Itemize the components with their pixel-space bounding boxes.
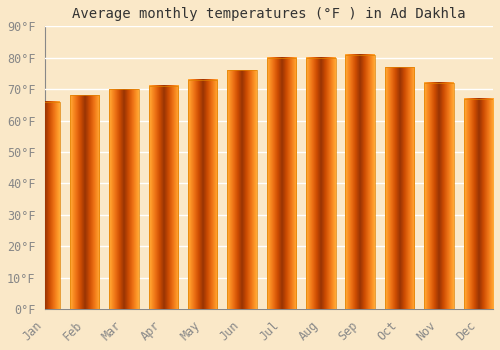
Bar xyxy=(385,67,414,309)
Bar xyxy=(228,70,257,309)
Bar xyxy=(148,86,178,309)
Bar xyxy=(306,58,336,309)
Title: Average monthly temperatures (°F ) in Ad Dakhla: Average monthly temperatures (°F ) in Ad… xyxy=(72,7,466,21)
Bar xyxy=(30,102,60,309)
Bar xyxy=(346,55,375,309)
Bar xyxy=(464,99,493,309)
Bar xyxy=(109,89,138,309)
Bar xyxy=(188,80,218,309)
Bar xyxy=(70,96,100,309)
Bar xyxy=(424,83,454,309)
Bar xyxy=(266,58,296,309)
